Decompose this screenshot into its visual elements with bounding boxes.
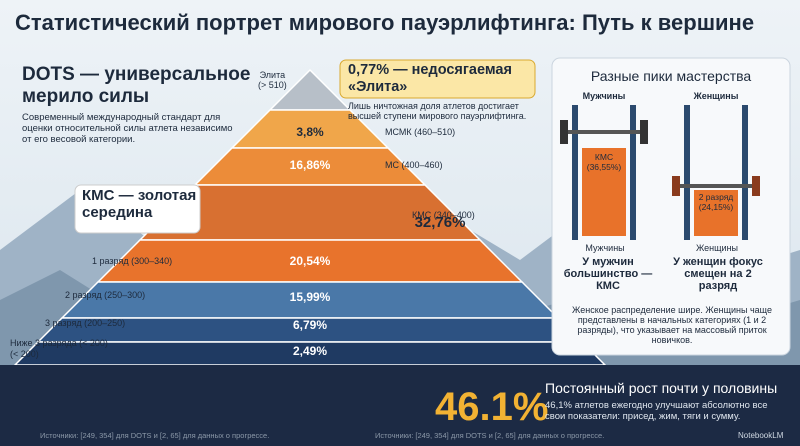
- peaks-note: Женское распределение шире. Женщины чаще…: [572, 305, 772, 345]
- level-label: КМС (340–400): [412, 210, 475, 220]
- pyramid: [13, 68, 607, 366]
- bottom-band: [0, 365, 800, 446]
- peaks-title: Разные пики мастерства: [590, 68, 752, 84]
- elite-label: Элита (> 510): [258, 70, 287, 90]
- elite-callout-box: [339, 59, 536, 99]
- level-label: 2 разряд (250–300): [65, 290, 146, 300]
- men-label: Мужчины: [585, 243, 625, 253]
- men-bar-label: КМС (36,55%): [586, 152, 622, 172]
- kms-callout: КМС — золотая середина: [82, 187, 197, 221]
- growth-big: 46.1%: [435, 385, 549, 429]
- women-label: Женщины: [695, 243, 739, 253]
- kms-callout-box: [74, 184, 201, 234]
- level-label: Ниже 3 разряда (< 200) (< 200): [10, 338, 108, 359]
- level-percent: 15,99%: [289, 290, 331, 304]
- men-rack: [560, 105, 648, 240]
- women-bar-label: 2 разряд (24,15%): [698, 192, 734, 212]
- level-percent: 16,86%: [289, 158, 331, 172]
- brand: NotebookLM: [738, 431, 784, 440]
- level-percent: 6,79%: [292, 318, 328, 332]
- elite-text: Лишь ничтожная доля атлетов достигает вы…: [348, 101, 527, 121]
- level-label: 3 разряд (200–250): [45, 318, 126, 328]
- women-header: Женщины: [693, 91, 739, 101]
- level-percent: 32,76%: [414, 214, 466, 231]
- level-label: 1 разряд (300–340): [92, 256, 173, 266]
- level-label: МСМК (460–510): [385, 127, 456, 137]
- source: Источники: [249, 354] для DOTS и [2, 65]…: [375, 431, 605, 440]
- growth-text: 46,1% атлетов ежегодно улучшают абсолютн…: [545, 400, 768, 422]
- level-label: МС (400–460): [385, 160, 443, 170]
- women-text: У женщин фокус смещен на 2 разряд: [673, 256, 763, 292]
- growth-title: Постоянный рост почти у половины: [545, 380, 778, 396]
- men-header: Мужчины: [582, 91, 626, 101]
- men-text: У мужчин большинство — КМС: [563, 256, 653, 292]
- level-percent: 2,49%: [292, 344, 328, 358]
- elite-callout: 0,77% — недосягаемая «Элита»: [348, 62, 512, 95]
- level-percent: 3,8%: [296, 125, 324, 139]
- level-percent: 20,54%: [289, 254, 331, 268]
- women-rack: [672, 105, 760, 240]
- dots-title: DOTS — универсальное мерило силы: [22, 64, 251, 107]
- title: Статистический портрет мирового пауэрлиф…: [15, 10, 755, 35]
- dots-text: Современный международный стандарт для о…: [22, 112, 233, 145]
- source: Источники: [249, 354] для DOTS и [2, 65]…: [40, 431, 270, 440]
